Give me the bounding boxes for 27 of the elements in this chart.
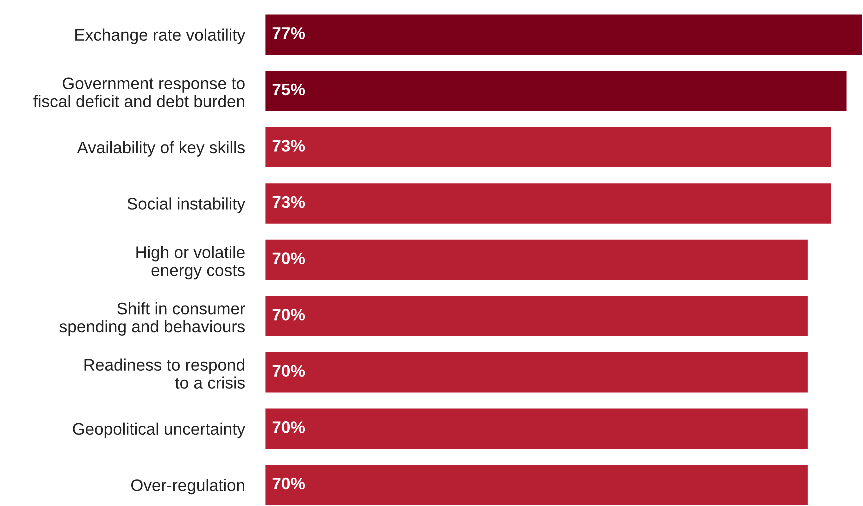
data-label: 70% bbox=[272, 478, 306, 490]
bar bbox=[265, 14, 863, 56]
bar bbox=[265, 126, 833, 169]
bar bbox=[265, 351, 810, 394]
y-tick-label: Social instability bbox=[128, 198, 246, 214]
data-label: 73% bbox=[272, 140, 306, 152]
y-tick-label: High or volatile energy costs bbox=[136, 246, 245, 280]
data-label: 70% bbox=[272, 308, 306, 321]
bar bbox=[265, 182, 833, 226]
data-label: 75% bbox=[272, 84, 306, 96]
y-tick-label: Shift in consumer spending and behaviours bbox=[60, 302, 246, 336]
y-tick-label: Availability of key skills bbox=[77, 141, 245, 157]
bar bbox=[265, 238, 810, 282]
y-tick-label: Over-regulation bbox=[131, 479, 244, 495]
data-label: 70% bbox=[272, 365, 306, 378]
y-tick-label: Readiness to respond to a crisis bbox=[84, 358, 245, 389]
data-label: 70% bbox=[272, 422, 306, 434]
bar bbox=[265, 294, 810, 338]
data-label: 70% bbox=[272, 252, 306, 264]
bar bbox=[265, 464, 810, 506]
data-label: 77% bbox=[272, 28, 306, 40]
bar bbox=[265, 407, 810, 450]
y-tick-label: Geopolitical uncertainty bbox=[73, 422, 246, 438]
y-tick-label: Government response to fiscal deficit and debt burden bbox=[34, 78, 245, 108]
y-tick-label: Exchange rate volatility bbox=[76, 28, 246, 44]
data-label: 73% bbox=[272, 196, 306, 208]
bar bbox=[265, 70, 848, 113]
